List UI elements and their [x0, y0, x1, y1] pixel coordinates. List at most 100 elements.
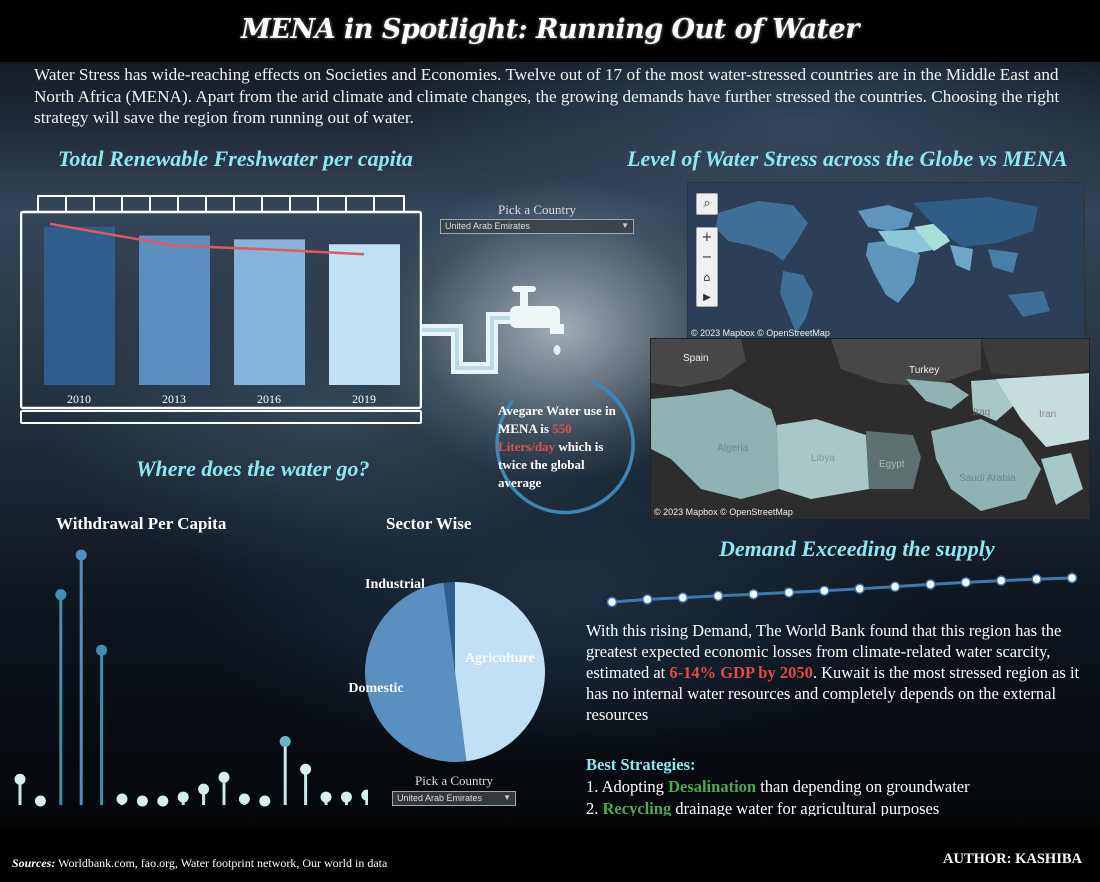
demand-point	[748, 588, 759, 600]
demand-line	[611, 576, 1073, 604]
lollipop-point	[198, 783, 210, 795]
bar-group	[44, 226, 400, 385]
lollipop-point	[55, 589, 67, 601]
map-label-iraq: Iraq	[973, 407, 991, 418]
withdrawal-title: Withdrawal Per Capita	[56, 514, 227, 533]
avg-water-post: which is twice the global average	[498, 439, 604, 490]
mena-map-shapes	[651, 339, 1089, 511]
play-icon[interactable]: ▶	[703, 292, 711, 303]
section-title-freshwater: Total Renewable Freshwater per capita	[58, 146, 413, 171]
picker-top-label: Pick a Country	[498, 202, 576, 217]
map-label-turkey: Turkey	[909, 365, 940, 376]
demand-point	[712, 590, 724, 602]
sources-text: Worldbank.com, fao.org, Water footprint …	[55, 856, 388, 870]
demand-point	[819, 585, 830, 596]
map-label-iran: Iran	[1039, 409, 1057, 420]
pie-slice	[365, 582, 467, 762]
bar	[139, 235, 210, 385]
bar	[234, 239, 305, 385]
pie-label: Domestic	[348, 681, 403, 696]
footer-bar	[0, 828, 1100, 882]
page-title: MENA in Spotlight: Running Out of Water	[241, 14, 859, 45]
zoom-out-icon[interactable]: −	[701, 250, 713, 265]
freshwater-bar-chart: 2010 2013 2016 2019	[20, 195, 422, 410]
lollipop-point	[75, 549, 87, 561]
demand-point	[1066, 572, 1078, 584]
demand-text-highlight: 6-14% GDP by 2050	[669, 663, 813, 682]
section-title-where: Where does the water go?	[136, 456, 370, 481]
intro-text: Water Stress has wide-reaching effects o…	[34, 65, 1060, 127]
lollipop-point	[34, 795, 46, 807]
film-strip-frame	[37, 195, 405, 213]
mena-stress-map[interactable]: Spain Turkey Iraq Iran Algeria Libya Egy…	[650, 338, 1090, 520]
strategy-1-post: than depending on groundwater	[756, 777, 970, 796]
world-stress-map[interactable]: ⌕ + − ⌂ ▶ © 2023 Mapbox © OpenStreetMap	[687, 182, 1085, 340]
strategy-1-highlight: Desalination	[668, 777, 757, 796]
title-bar	[0, 0, 1100, 62]
avg-water-text: Avegare Water use in MENA is 550 Liters/…	[498, 402, 626, 492]
lollipop-point	[177, 791, 189, 803]
strategy-2-post: drainage water for agricultural purposes	[671, 799, 940, 816]
strategy-item-1: 1. Adopting Desalination than depending …	[586, 776, 1086, 798]
lollipop-point	[157, 795, 169, 807]
world-map-shapes	[716, 197, 1050, 333]
withdrawal-lollipop-chart	[14, 549, 368, 807]
demand-point	[783, 587, 795, 598]
map-label-spain: Spain	[683, 353, 709, 364]
demand-line-chart	[606, 572, 1078, 608]
demand-text: With this rising Demand, The World Bank …	[586, 620, 1086, 725]
section-title-demand: Demand Exceeding the supply	[719, 536, 995, 561]
water-tap-icon	[422, 286, 564, 374]
map-label-saudi: Saudi Arabia	[959, 473, 1016, 484]
pie-label: Agriculture	[465, 651, 535, 666]
bar	[44, 226, 115, 385]
avg-water-pre: Avegare Water use in MENA is	[498, 403, 616, 436]
bar-category-labels: 2010 2013 2016 2019	[67, 392, 376, 406]
home-icon[interactable]: ⌂	[703, 271, 711, 284]
bar-category-label: 2016	[257, 392, 281, 406]
bar-category-label: 2013	[162, 392, 186, 406]
pie-slice	[443, 582, 455, 672]
strategy-2-highlight: Recycling	[602, 799, 672, 816]
zoom-in-icon[interactable]: +	[701, 230, 713, 245]
country-picker-top[interactable]: United Arab Emirates ▼	[440, 219, 634, 234]
lollipop-point	[259, 795, 271, 807]
freshwater-trend-line	[49, 222, 365, 256]
demand-point	[606, 596, 618, 608]
demand-point	[854, 583, 865, 594]
sector-pie-chart: Agriculture Domestic Industrial	[348, 577, 545, 762]
sector-title: Sector Wise	[386, 514, 472, 533]
map-label-egypt: Egypt	[879, 459, 905, 470]
lollipop-point	[116, 793, 128, 805]
demand-point	[642, 594, 653, 605]
lollipop-point	[96, 644, 108, 656]
picker-bottom-label: Pick a Country	[415, 773, 493, 788]
pie-slice	[455, 582, 545, 762]
lollipop-point	[218, 771, 230, 783]
demand-point	[960, 577, 972, 588]
section-title-stress: Level of Water Stress across the Globe v…	[627, 146, 1068, 171]
bar-chart-film-strip	[37, 195, 405, 213]
demand-point	[925, 579, 936, 590]
demand-point	[1031, 573, 1042, 585]
demand-point	[889, 581, 901, 592]
chevron-down-icon[interactable]: ▼	[621, 221, 629, 230]
chevron-down-icon[interactable]: ▼	[503, 793, 511, 802]
strategy-1-pre: 1. Adopting	[586, 777, 669, 796]
lollipop-point	[279, 736, 291, 748]
lollipop-point	[238, 793, 250, 805]
author-credit: AUTHOR: KASHIBA	[943, 851, 1082, 867]
map-zoom-controls[interactable]: + − ⌂ ▶	[696, 227, 718, 307]
lollipop-point	[361, 789, 368, 801]
lollipop-point	[136, 795, 148, 807]
strategies-heading: Best Strategies:	[586, 755, 696, 774]
lollipop-point	[320, 791, 332, 803]
bar	[329, 244, 400, 385]
lollipop-point	[300, 763, 312, 775]
country-picker-bottom[interactable]: United Arab Emirates ▼	[392, 791, 516, 806]
strategy-item-2: 2. Recycling drainage water for agricult…	[586, 798, 1086, 816]
strategy-2-pre: 2.	[586, 799, 603, 816]
map-label-libya: Libya	[811, 453, 835, 464]
map-search-icon[interactable]: ⌕	[696, 193, 718, 215]
avg-water-highlight: 550 Liters/day	[498, 421, 572, 454]
